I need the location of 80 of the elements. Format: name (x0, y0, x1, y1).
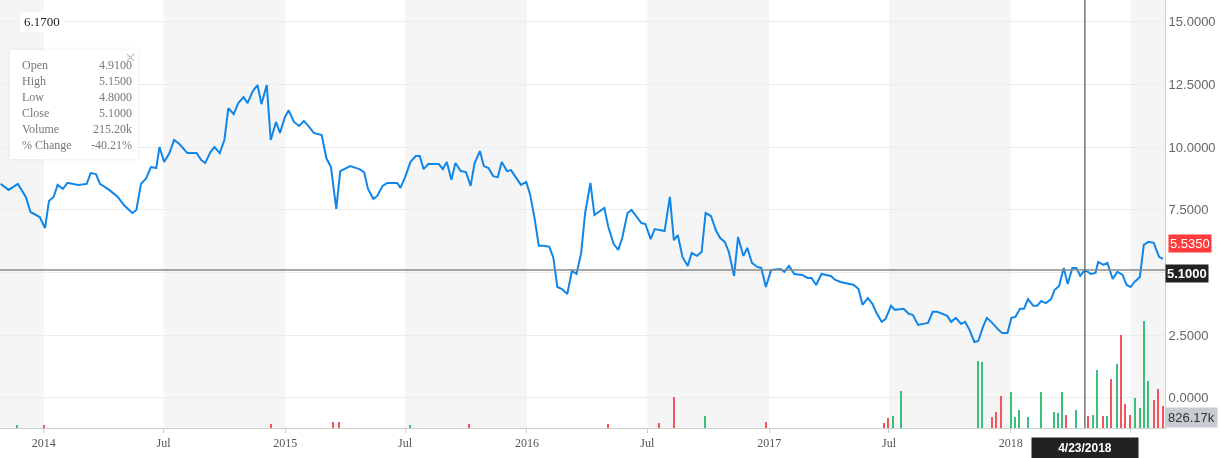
x-tick-label: Jul (156, 436, 172, 451)
y-tick-label: 10.0000 (1168, 139, 1216, 155)
ref-line-label: 4/23/2018 (1058, 441, 1112, 455)
annotation: Low (22, 90, 45, 105)
bar (977, 361, 979, 428)
bar (704, 416, 706, 428)
bar (1143, 321, 1145, 428)
bar (887, 418, 889, 428)
annotation: Close (22, 106, 51, 121)
bar (1162, 406, 1164, 428)
bar (1027, 417, 1029, 428)
annotation: Open (22, 58, 49, 73)
annotation: High (22, 74, 47, 89)
annotation: 5.1000 (98, 106, 132, 121)
bar (1000, 396, 1002, 428)
bar (1106, 416, 1108, 428)
annotation: 4.8000 (98, 90, 132, 105)
bar (332, 422, 334, 428)
bar (1124, 404, 1126, 428)
x-tick-label: 2015 (273, 436, 298, 451)
x-tick-label: Jul (881, 436, 897, 451)
bar (1096, 370, 1098, 428)
bar (338, 422, 340, 428)
x-tick-label: 2016 (514, 436, 539, 451)
bar (43, 425, 45, 428)
bar (1053, 412, 1055, 428)
bar (673, 397, 675, 428)
bar (1057, 413, 1059, 428)
x-tick-label: 2017 (757, 436, 782, 451)
bar (1018, 410, 1020, 428)
bar (1129, 415, 1131, 428)
annotation: 215.20k (92, 122, 132, 137)
bar (1147, 381, 1149, 428)
bar (1040, 392, 1042, 428)
x-tick-label: Jul (398, 436, 413, 451)
bar (981, 362, 983, 428)
annotation: 5.5350 (1170, 236, 1210, 251)
bar (1065, 415, 1067, 428)
y-tick-label: 2.5000 (1168, 327, 1209, 343)
bar (1139, 408, 1141, 428)
bar (1014, 417, 1016, 428)
bar (1157, 389, 1159, 428)
bar (995, 412, 997, 428)
bar (1110, 379, 1112, 428)
x-tick-label: Jul (640, 436, 656, 451)
bar (270, 424, 272, 428)
bar (1075, 410, 1077, 428)
bar (16, 425, 18, 428)
y-tick-label: 12.5000 (1168, 76, 1216, 92)
bar (1116, 364, 1118, 428)
annotation: % Change (22, 138, 73, 153)
bar (468, 424, 470, 428)
bar (1120, 335, 1122, 428)
bar (892, 416, 894, 428)
bar (1134, 398, 1136, 428)
bar (883, 423, 885, 428)
bar (991, 417, 993, 428)
bar (409, 425, 411, 428)
bar (1092, 415, 1094, 428)
annotation: -40.21% (90, 138, 132, 153)
text: 826.17k (1168, 410, 1215, 425)
bar (1010, 392, 1012, 428)
y-tick-label: 7.5000 (1168, 202, 1209, 218)
annotation: 6.1700 (20, 12, 64, 32)
bar (1087, 416, 1089, 428)
bar (658, 423, 660, 428)
annotation: Volume (22, 122, 61, 137)
annotation: 5.1500 (98, 74, 132, 89)
ref-line-label: 5.1000 (1167, 266, 1207, 281)
bar (1061, 392, 1063, 428)
x-tick-label: 2018 (998, 436, 1023, 451)
y-tick-label: 15.0000 (1168, 14, 1216, 30)
y-tick-label: 0.0000 (1168, 390, 1209, 406)
bar (1153, 400, 1155, 428)
bar (765, 422, 767, 428)
annotation: 4.9100 (98, 58, 132, 73)
bar (607, 424, 609, 428)
bar (1102, 416, 1104, 428)
x-tick-label: 2014 (31, 436, 56, 451)
bar (900, 391, 902, 428)
